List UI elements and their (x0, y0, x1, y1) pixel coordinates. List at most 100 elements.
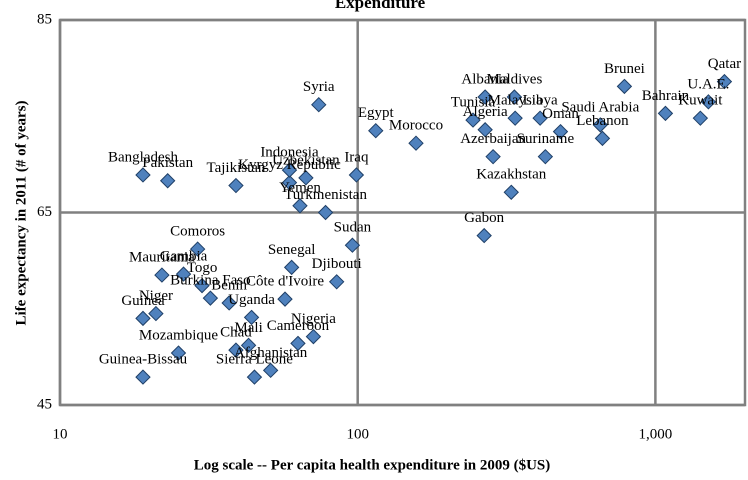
point-label: Sudan (334, 220, 372, 236)
point (290, 335, 306, 352)
point-label: Uganda (228, 292, 275, 308)
point (507, 110, 523, 126)
point (616, 78, 633, 95)
point (292, 198, 308, 214)
point (194, 277, 210, 294)
point (170, 345, 187, 361)
point (476, 227, 492, 244)
point-label: Brunei (604, 61, 645, 77)
y-tick-label: 85 (37, 11, 52, 27)
point (246, 369, 263, 385)
point-label: Algeria (463, 104, 508, 120)
point (716, 73, 733, 90)
point-label: Oman (542, 106, 579, 122)
point (305, 328, 322, 345)
point-label: Syria (303, 79, 335, 95)
point-label: Guinea-Bissau (99, 352, 188, 368)
point-label: Togo (187, 260, 218, 276)
point (532, 110, 548, 126)
point (700, 94, 717, 110)
point (594, 130, 611, 147)
point-label: Kazakhstan (476, 167, 546, 183)
point (485, 148, 501, 165)
point (221, 295, 237, 311)
point-label: Chad (220, 325, 252, 341)
point-label: Lebanon (576, 113, 629, 129)
point (202, 290, 219, 306)
point (298, 170, 314, 186)
point-label: Suriname (517, 131, 575, 147)
point (135, 167, 151, 183)
point-label: Kuwait (678, 93, 723, 109)
point (477, 122, 493, 138)
point-label: Indonesia (260, 145, 319, 161)
point (537, 148, 554, 165)
point-label: Tajikistan (206, 160, 265, 176)
point (657, 105, 674, 122)
point (135, 310, 151, 327)
point (228, 342, 244, 358)
point-label: Gambia (160, 249, 208, 265)
point-label: Turkmenistan (284, 187, 367, 203)
point-label: Afghanistan (234, 345, 308, 361)
point-label: Kyrgyz Republic (238, 157, 341, 173)
point (148, 305, 164, 322)
point-label: Mozambique (139, 327, 218, 343)
point (281, 162, 298, 178)
point (240, 337, 257, 354)
point (277, 291, 293, 307)
point-label: Comoros (170, 224, 225, 240)
point (348, 167, 365, 183)
point (503, 184, 519, 200)
point-label: Iraq (344, 149, 369, 165)
point-label: Benin (211, 277, 247, 293)
y-axis-label: Life expectancy in 2011 (# of years) (13, 101, 29, 326)
point-label: Guinea (121, 293, 165, 309)
point-label: Maldives (486, 71, 542, 87)
point-label: Côte d'Ivoire (246, 274, 324, 290)
point-label: Burkina Faso (170, 273, 250, 289)
point-label: Egypt (358, 105, 395, 121)
point (506, 89, 523, 105)
y-tick-label: 65 (37, 204, 52, 220)
point-label: Cameroon (267, 318, 330, 334)
point-label: Djibouti (312, 256, 362, 272)
point (228, 177, 244, 194)
chart-title: Expenditure (335, 0, 426, 12)
point (592, 117, 608, 133)
point (465, 112, 481, 128)
point (189, 241, 206, 257)
point-label: Bangladesh (108, 149, 178, 165)
point-label: Tunisia (451, 95, 496, 111)
point (311, 96, 327, 113)
point (243, 309, 260, 326)
point-label: Yemen (279, 180, 321, 196)
point-label: Azerbaijan (460, 131, 526, 147)
point-label: Morocco (389, 118, 443, 134)
point-label: Gabon (464, 210, 504, 226)
point (317, 204, 334, 221)
point-label: Qatar (708, 56, 741, 72)
point-label: Niger (139, 288, 173, 304)
point-label: U.A.E. (687, 76, 729, 92)
point (281, 174, 298, 191)
point (154, 267, 170, 283)
point-label: Malaysia (488, 93, 543, 109)
point (175, 266, 192, 282)
point (477, 89, 493, 105)
x-tick-label: 100 (346, 426, 369, 442)
y-tick-label: 45 (37, 396, 52, 412)
point-label: Uzbekistan (272, 152, 340, 168)
point (344, 237, 361, 253)
point (552, 123, 569, 140)
x-tick-label: 10 (53, 426, 68, 442)
point-label: Mauritania (129, 250, 195, 266)
point-label: Senegal (268, 242, 315, 258)
point (692, 110, 709, 126)
point-label: Mali (234, 320, 262, 336)
point-label: Sierra Leone (216, 352, 293, 368)
point (408, 135, 424, 151)
point-label: Nigeria (291, 311, 336, 327)
point (368, 122, 384, 139)
